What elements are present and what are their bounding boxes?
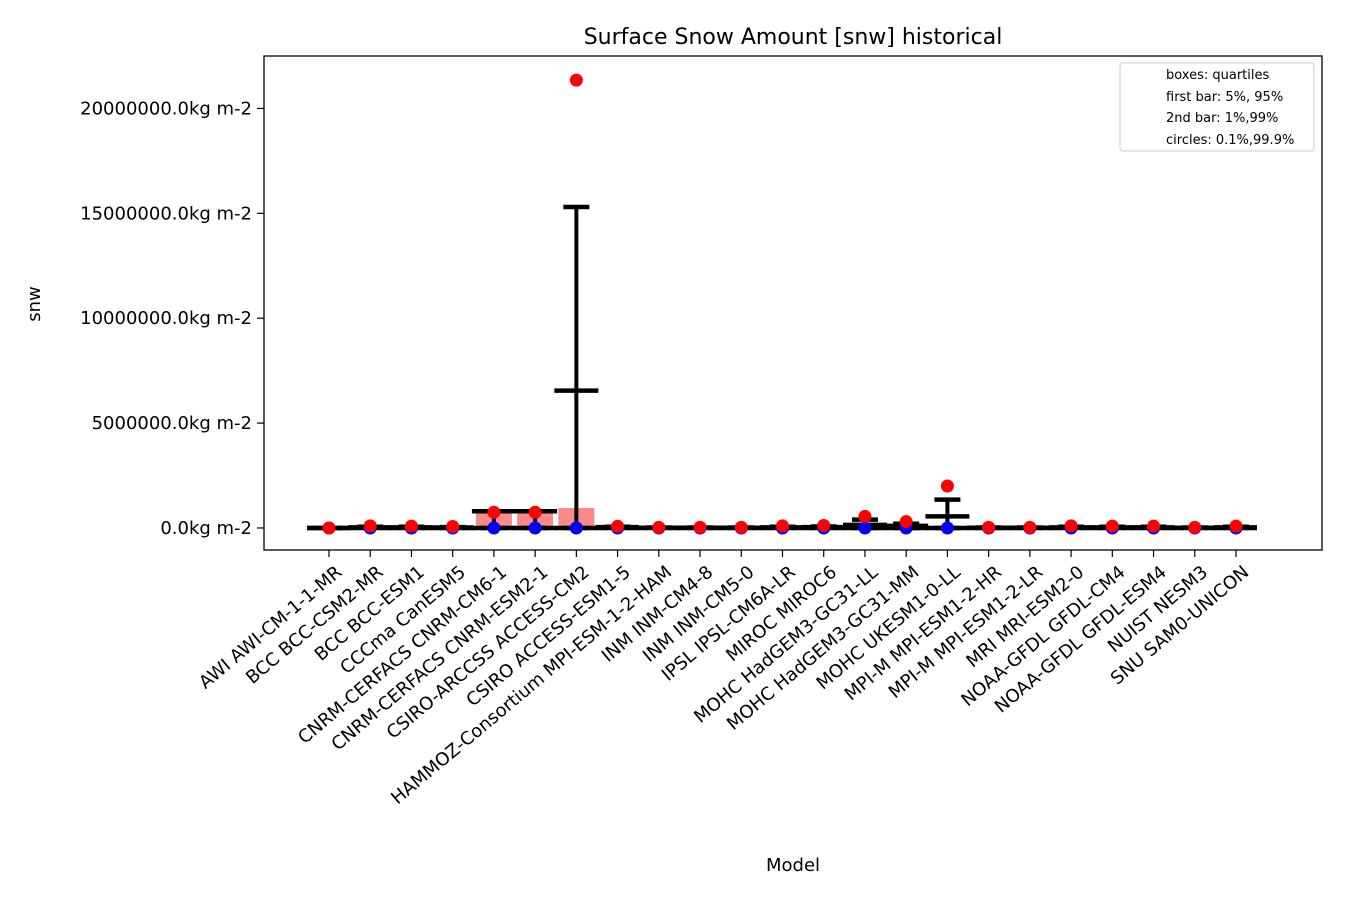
high-circle <box>652 520 666 534</box>
model-group <box>471 505 516 535</box>
high-circle <box>404 519 418 533</box>
model-group <box>925 479 970 535</box>
model-group <box>348 519 393 535</box>
high-circle <box>363 519 377 533</box>
chart-title: Surface Snow Amount [snw] historical <box>584 25 1003 50</box>
y-tick-label: 15000000.0kg m-2 <box>80 203 252 224</box>
high-circle <box>817 518 831 532</box>
model-group <box>1131 519 1176 535</box>
legend-entry-circles: circles: 0.1%,99.9% <box>1166 133 1294 148</box>
legend: boxes: quartiles first bar: 5%, 95% 2nd … <box>1119 62 1315 152</box>
legend-entry-second-bar: 2nd bar: 1%,99% <box>1166 111 1278 126</box>
model-group <box>719 520 764 535</box>
low-circle <box>528 521 542 535</box>
high-circle <box>446 520 460 534</box>
model-group <box>842 509 887 535</box>
high-circle <box>487 505 501 519</box>
high-circle <box>940 479 954 493</box>
model-group <box>1007 520 1052 535</box>
high-circle <box>858 509 872 523</box>
high-circle <box>776 519 789 533</box>
low-circle <box>858 521 872 535</box>
legend-entry-first-bar: first bar: 5%, 95% <box>1166 90 1283 105</box>
model-group <box>307 521 351 535</box>
high-circle <box>734 520 748 534</box>
plot-frame <box>263 55 1323 551</box>
model-group <box>760 519 805 535</box>
y-tick-label: 20000000.0kg m-2 <box>80 98 252 119</box>
legend-entry-boxes: boxes: quartiles <box>1166 68 1270 83</box>
y-tick-label: 10000000.0kg m-2 <box>80 308 252 329</box>
high-circle <box>982 520 996 534</box>
y-axis-label: snw <box>24 286 45 322</box>
model-group <box>1090 519 1135 535</box>
model-group <box>595 519 640 535</box>
low-circle <box>940 521 954 535</box>
model-group <box>966 520 1011 535</box>
model-group <box>636 520 681 535</box>
model-group <box>1214 519 1258 535</box>
model-group <box>430 520 475 535</box>
high-circle <box>1023 520 1037 534</box>
model-group <box>1049 519 1094 535</box>
model-group <box>554 73 599 535</box>
low-circle <box>487 521 501 535</box>
model-group <box>1172 520 1217 535</box>
high-circle <box>693 520 707 534</box>
y-tick-label: 0.0kg m-2 <box>160 518 252 539</box>
model-group <box>389 519 434 535</box>
plot-area <box>307 73 1258 535</box>
model-group <box>513 505 558 535</box>
model-group <box>678 520 723 535</box>
model-group <box>884 515 929 535</box>
high-circle <box>611 519 625 533</box>
high-circle <box>322 521 336 535</box>
high-circle <box>1188 520 1202 534</box>
x-axis-label: Model <box>766 855 820 876</box>
high-circle <box>1064 519 1078 533</box>
model-group <box>801 518 846 535</box>
legend-box <box>1119 62 1315 152</box>
y-axis: 0.0kg m-2 5000000.0kg m-2 10000000.0kg m-2… <box>80 98 264 539</box>
low-circle <box>569 521 583 535</box>
high-circle <box>1229 519 1243 533</box>
y-tick-label: 5000000.0kg m-2 <box>92 413 252 434</box>
high-circle <box>569 73 583 87</box>
high-circle <box>1147 519 1161 533</box>
high-circle <box>528 505 542 519</box>
high-circle <box>1105 519 1119 533</box>
high-circle <box>899 515 913 529</box>
